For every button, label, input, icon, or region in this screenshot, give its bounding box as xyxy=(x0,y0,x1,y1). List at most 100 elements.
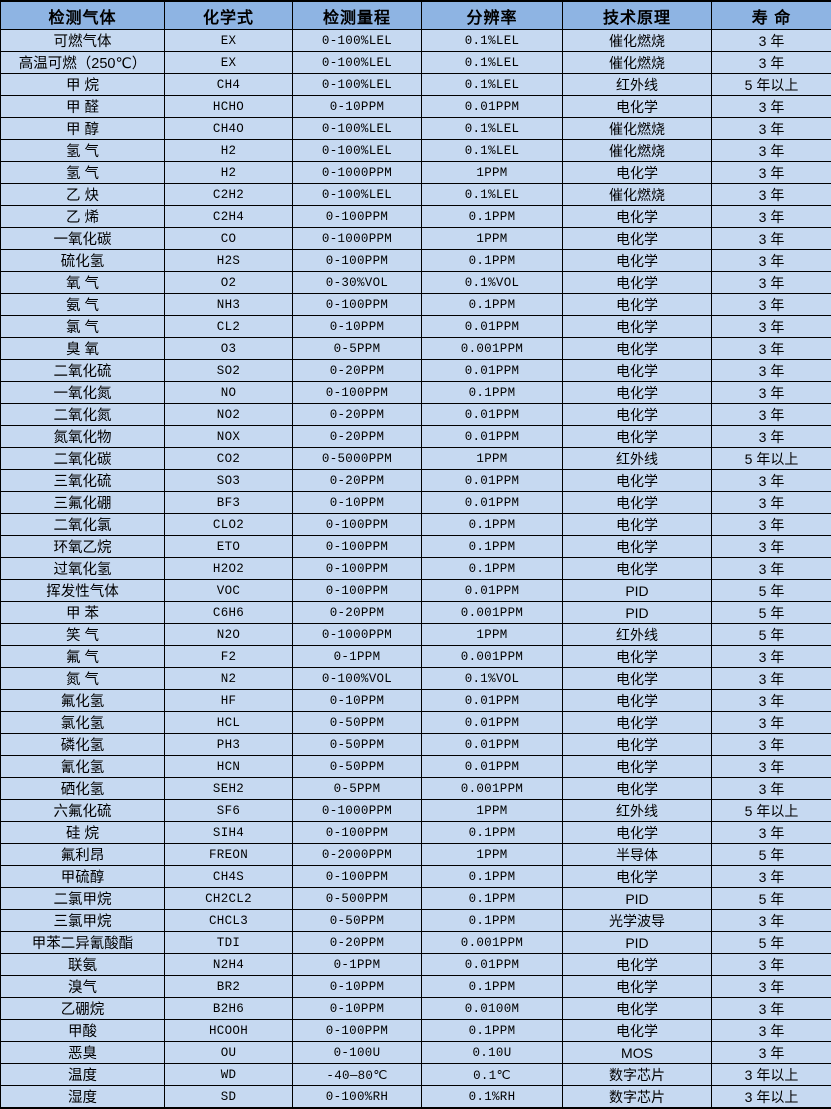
cell-range: 0-20PPM xyxy=(293,932,422,954)
cell-resolution: 1PPM xyxy=(422,844,563,866)
cell-formula: CO2 xyxy=(165,448,293,470)
cell-formula: NO xyxy=(165,382,293,404)
cell-formula: CL2 xyxy=(165,316,293,338)
cell-range: 0-100PPM xyxy=(293,866,422,888)
cell-resolution: 0.001PPM xyxy=(422,932,563,954)
cell-range: 0-50PPM xyxy=(293,734,422,756)
cell-range: 0-20PPM xyxy=(293,426,422,448)
cell-lifetime: 3 年 xyxy=(712,316,831,338)
cell-formula: H2 xyxy=(165,140,293,162)
cell-gas: 氯 气 xyxy=(1,316,165,338)
cell-technology: 红外线 xyxy=(563,800,712,822)
cell-lifetime: 3 年 xyxy=(712,1020,831,1042)
cell-resolution: 0.1PPM xyxy=(422,382,563,404)
cell-formula: FREON xyxy=(165,844,293,866)
cell-range: 0-30%VOL xyxy=(293,272,422,294)
cell-technology: 电化学 xyxy=(563,426,712,448)
cell-resolution: 0.1%LEL xyxy=(422,140,563,162)
cell-range: 0-100%LEL xyxy=(293,118,422,140)
column-header-lifetime: 寿 命 xyxy=(712,1,831,30)
cell-formula: SEH2 xyxy=(165,778,293,800)
cell-lifetime: 3 年 xyxy=(712,404,831,426)
cell-technology: 电化学 xyxy=(563,404,712,426)
cell-lifetime: 3 年 xyxy=(712,998,831,1020)
cell-resolution: 0.001PPM xyxy=(422,602,563,624)
cell-technology: 电化学 xyxy=(563,360,712,382)
cell-formula: NH3 xyxy=(165,294,293,316)
cell-gas: 二氧化氯 xyxy=(1,514,165,536)
cell-range: 0-50PPM xyxy=(293,712,422,734)
cell-range: 0-100U xyxy=(293,1042,422,1064)
cell-lifetime: 5 年 xyxy=(712,580,831,602)
cell-formula: C2H2 xyxy=(165,184,293,206)
cell-formula: CH4O xyxy=(165,118,293,140)
cell-lifetime: 3 年 xyxy=(712,756,831,778)
cell-lifetime: 3 年 xyxy=(712,426,831,448)
cell-range: 0-50PPM xyxy=(293,910,422,932)
cell-range: 0-100PPM xyxy=(293,514,422,536)
cell-technology: 电化学 xyxy=(563,756,712,778)
cell-technology: 电化学 xyxy=(563,954,712,976)
cell-lifetime: 3 年 xyxy=(712,228,831,250)
cell-lifetime: 3 年 xyxy=(712,1042,831,1064)
cell-gas: 二氯甲烷 xyxy=(1,888,165,910)
cell-resolution: 0.1PPM xyxy=(422,294,563,316)
cell-lifetime: 3 年 xyxy=(712,492,831,514)
column-header-formula: 化学式 xyxy=(165,1,293,30)
cell-range: 0-100%LEL xyxy=(293,30,422,52)
cell-gas: 三氧化硫 xyxy=(1,470,165,492)
cell-formula: BF3 xyxy=(165,492,293,514)
cell-range: 0-100PPM xyxy=(293,822,422,844)
cell-technology: 电化学 xyxy=(563,470,712,492)
cell-formula: PH3 xyxy=(165,734,293,756)
cell-range: 0-5PPM xyxy=(293,338,422,360)
cell-resolution: 0.01PPM xyxy=(422,734,563,756)
cell-resolution: 1PPM xyxy=(422,800,563,822)
cell-range: 0-1PPM xyxy=(293,646,422,668)
cell-lifetime: 3 年 xyxy=(712,910,831,932)
cell-formula: EX xyxy=(165,30,293,52)
cell-technology: 电化学 xyxy=(563,492,712,514)
cell-resolution: 0.1%LEL xyxy=(422,52,563,74)
cell-range: 0-100PPM xyxy=(293,294,422,316)
cell-range: 0-2000PPM xyxy=(293,844,422,866)
cell-resolution: 0.001PPM xyxy=(422,778,563,800)
cell-gas: 甲硫醇 xyxy=(1,866,165,888)
cell-resolution: 0.1%VOL xyxy=(422,272,563,294)
cell-technology: 电化学 xyxy=(563,668,712,690)
cell-lifetime: 3 年 xyxy=(712,822,831,844)
cell-formula: F2 xyxy=(165,646,293,668)
cell-resolution: 1PPM xyxy=(422,162,563,184)
cell-lifetime: 3 年 xyxy=(712,668,831,690)
cell-gas: 氟化氢 xyxy=(1,690,165,712)
cell-resolution: 1PPM xyxy=(422,448,563,470)
cell-range: 0-100%LEL xyxy=(293,52,422,74)
cell-range: 0-10PPM xyxy=(293,976,422,998)
cell-gas: 联氨 xyxy=(1,954,165,976)
cell-resolution: 0.01PPM xyxy=(422,470,563,492)
cell-range: 0-100%LEL xyxy=(293,74,422,96)
cell-technology: 催化燃烧 xyxy=(563,118,712,140)
cell-range: 0-100PPM xyxy=(293,382,422,404)
cell-gas: 高温可燃（250℃） xyxy=(1,52,165,74)
cell-technology: 催化燃烧 xyxy=(563,184,712,206)
cell-range: 0-500PPM xyxy=(293,888,422,910)
cell-technology: 数字芯片 xyxy=(563,1086,712,1109)
cell-lifetime: 5 年 xyxy=(712,932,831,954)
cell-technology: PID xyxy=(563,888,712,910)
cell-resolution: 0.0100M xyxy=(422,998,563,1020)
